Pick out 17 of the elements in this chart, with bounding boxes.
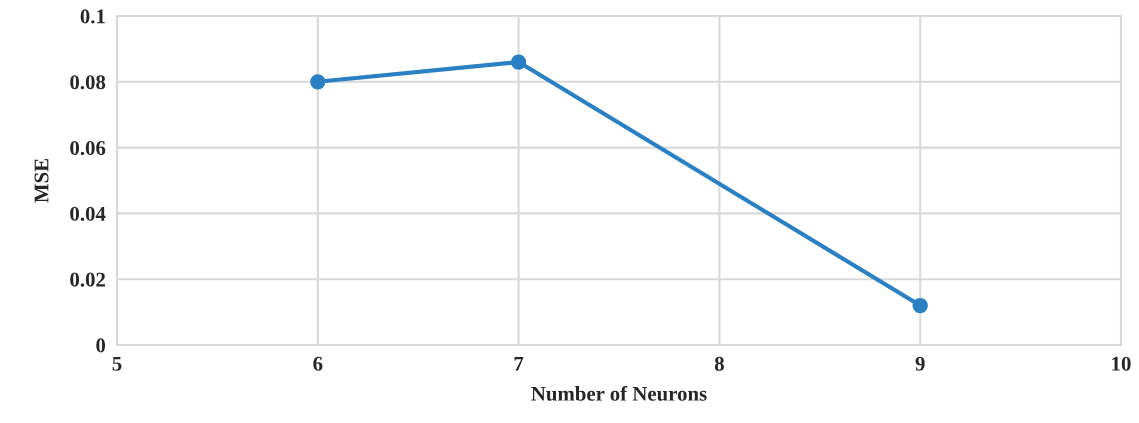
x-tick-label: 8 [714, 356, 724, 371]
y-tick-label: 0.1 [80, 9, 105, 24]
point [310, 74, 326, 90]
y-tick-label: 0.04 [70, 206, 106, 221]
y-tick-label: 0.02 [70, 272, 105, 287]
x-tick-label: 5 [112, 356, 122, 371]
x-tick-label: 6 [313, 356, 323, 371]
y-tick-label: 0.06 [70, 140, 106, 156]
y-axis-title: MSE [34, 158, 49, 203]
point [912, 297, 928, 314]
x-tick-label: 9 [915, 356, 925, 371]
x-tick-label: 7 [514, 356, 524, 371]
point [510, 54, 527, 70]
y-tick-label: 0 [96, 338, 106, 353]
y-tick-label: 0.08 [70, 75, 106, 90]
x-tick-label: 10 [1112, 356, 1131, 371]
x-axis-title: Number of Neurons [531, 385, 707, 401]
